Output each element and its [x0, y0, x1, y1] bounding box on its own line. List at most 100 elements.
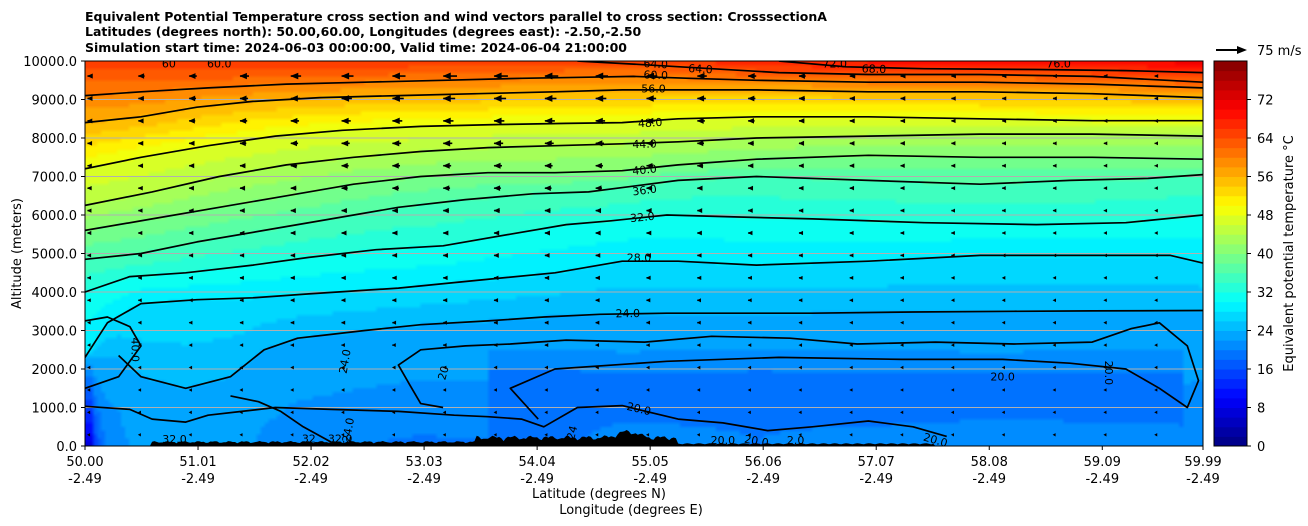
colorbar-band — [1214, 118, 1247, 129]
wind-vector-head — [900, 320, 904, 325]
wind-vector-head — [747, 118, 754, 124]
wind-vector-head — [747, 208, 753, 213]
wind-vector-head — [1154, 186, 1158, 191]
contour-labels: 20.0 20.0 20.0 20.0 20.0 24.0 24.0 24.0 28.0 32.0… — [128, 61, 1115, 450]
wind-vector-head — [1154, 96, 1159, 101]
contour-label: 32.0 — [162, 433, 187, 446]
wind-vector-head — [595, 343, 600, 348]
wind-vector-head — [1103, 365, 1107, 370]
colorbar-band — [1214, 359, 1247, 370]
wind-vector-head — [87, 388, 91, 392]
x-tick-label-lat: 56.06 — [745, 455, 782, 470]
wind-vector-head — [849, 388, 853, 392]
colorbar-band — [1214, 186, 1247, 197]
wind-vector-head — [544, 207, 551, 214]
wind-vector-head — [646, 253, 651, 258]
wind-vector-head — [950, 410, 955, 415]
wind-vector-head — [798, 343, 803, 347]
colorbar-band — [1214, 369, 1247, 380]
wind-vector-head — [87, 298, 91, 303]
wind-vector-head — [900, 73, 906, 79]
x-tick-label-lat: 59.99 — [1184, 455, 1221, 470]
x-tick-label-lat: 50.00 — [66, 455, 103, 470]
wind-vector-head — [747, 388, 751, 392]
wind-vector-head — [290, 275, 295, 281]
wind-vector-head — [1154, 253, 1158, 258]
x-tick-label-lon: -2.49 — [859, 472, 893, 487]
contour-label: 20.0 — [625, 400, 652, 418]
wind-vector-head — [747, 320, 752, 325]
wind-vector-head — [188, 208, 194, 213]
chart-title-line-2: Latitudes (degrees north): 50.00,60.00, … — [85, 24, 642, 39]
y-tick-label: 8000.0 — [32, 132, 78, 147]
y-axis-label: Altitude (meters) — [10, 198, 25, 309]
wind-vector-head — [87, 433, 91, 437]
x-tick-label-lon: -2.49 — [520, 472, 554, 487]
wind-vector-head — [1052, 118, 1057, 123]
wind-vector-head — [798, 433, 802, 437]
wind-vector-head — [87, 95, 93, 101]
wind-vector-head — [747, 365, 752, 370]
wind-vector-head — [747, 95, 755, 102]
colorbar-tick-label: 32 — [1257, 286, 1274, 301]
wind-vector-head — [1154, 141, 1158, 146]
x-axis-label-latitude: Latitude (degrees N) — [532, 487, 666, 502]
wind-vector-head — [900, 433, 904, 437]
contour-label: 20.0 — [990, 371, 1015, 384]
wind-vector-head — [1001, 320, 1006, 325]
wind-vector-head — [1103, 410, 1107, 415]
wind-vector-head — [1103, 320, 1107, 325]
wind-vector-head — [1154, 320, 1158, 325]
wind-vector-head — [646, 72, 655, 80]
contour-label: 24.0 — [615, 307, 640, 320]
contour-68 — [778, 61, 1203, 74]
wind-vector-head — [1103, 388, 1107, 392]
colorbar-band — [1214, 70, 1247, 81]
wind-vector-head — [1052, 186, 1057, 191]
wind-vector-head — [544, 140, 552, 147]
wind-vector-head — [188, 73, 196, 80]
wind-vector-head — [900, 410, 904, 415]
wind-vector-head — [1052, 208, 1057, 213]
wind-vector-head — [341, 320, 346, 325]
colorbar-band — [1214, 215, 1247, 226]
wind-vector-head — [1001, 208, 1006, 213]
wind-vector-head — [900, 208, 905, 213]
wind-vector-head — [239, 230, 245, 236]
colorbar-band — [1214, 224, 1247, 235]
wind-vector-head — [1052, 141, 1057, 146]
wind-vector-head — [1103, 163, 1108, 168]
contour-label: 20.0 — [922, 431, 949, 450]
contour-label: 20.0 — [711, 434, 736, 447]
wind-vector-head — [900, 118, 906, 124]
wind-vector-head — [1154, 163, 1158, 168]
contour-24 — [230, 395, 332, 443]
wind-vector-head — [442, 275, 448, 281]
colorbar-band — [1214, 272, 1247, 283]
colorbar-tick-label: 56 — [1257, 171, 1274, 186]
wind-vector-head — [1052, 276, 1057, 280]
wind-vector-head — [1154, 365, 1158, 370]
wind-vector-head — [798, 73, 805, 79]
wind-vector-head — [87, 230, 92, 236]
wind-vector-head — [391, 298, 397, 303]
wind-vector-head — [493, 298, 499, 303]
wind-vector-head — [747, 275, 752, 280]
wind-vector-head — [391, 207, 398, 214]
wind-vector-head — [1001, 388, 1005, 392]
wind-vector-head — [341, 72, 350, 80]
wind-vector-head — [1154, 343, 1158, 347]
wind-vector-head — [239, 388, 243, 392]
colorbar-band — [1214, 407, 1247, 418]
wind-vector-head — [595, 72, 604, 80]
wind-vector-head — [1103, 96, 1108, 101]
wind-vector-head — [1154, 410, 1158, 415]
wind-vector-head — [188, 185, 194, 191]
colorbar-band — [1214, 147, 1247, 158]
contour-20 — [85, 404, 947, 438]
colorbar-label: Equivalent potential temperature °C — [1282, 135, 1297, 371]
wind-vector-head — [595, 298, 600, 303]
wind-vector-head — [900, 388, 904, 392]
wind-vector-head — [1154, 231, 1158, 235]
x-tick-label-lon: -2.49 — [68, 472, 102, 487]
